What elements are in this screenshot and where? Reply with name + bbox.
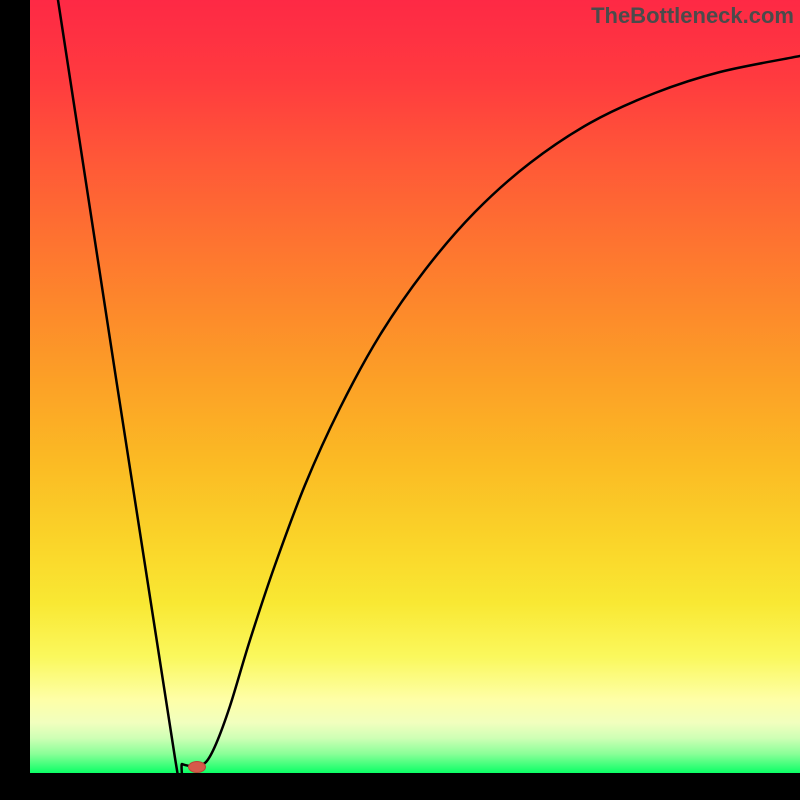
curve-layer bbox=[30, 0, 800, 773]
plot-area bbox=[30, 0, 800, 773]
optimal-marker bbox=[188, 761, 206, 773]
watermark-text: TheBottleneck.com bbox=[591, 3, 794, 29]
bottleneck-curve bbox=[58, 0, 800, 773]
chart-frame: TheBottleneck.com bbox=[0, 0, 800, 800]
